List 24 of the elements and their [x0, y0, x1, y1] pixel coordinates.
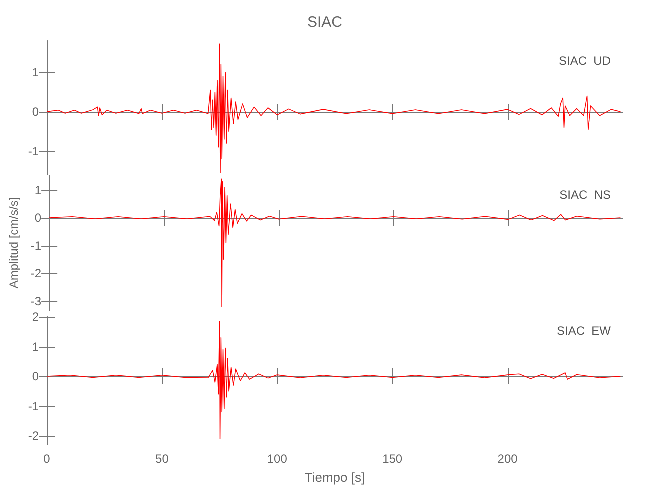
- y-tick-label: -2: [30, 266, 42, 281]
- x-tick-label: 100: [267, 452, 288, 466]
- annotation: SIAC EW: [556, 324, 612, 338]
- y-tick-label: 0: [32, 104, 40, 119]
- annotation: SIAC UD: [558, 54, 612, 68]
- y-axis-title: Amplitud [cm/s/s]: [7, 197, 21, 289]
- x-tick-label: 0: [44, 452, 51, 466]
- y-tick-label: -1: [28, 144, 40, 158]
- annotation: SIAC NS: [560, 188, 612, 202]
- x-tick-label: 150: [382, 452, 403, 466]
- y-tick-label: 1: [32, 340, 40, 354]
- y-tick-label: 1: [32, 66, 40, 80]
- y-tick-label: 1: [34, 183, 42, 198]
- y-tick-label: -1: [28, 399, 40, 414]
- x-axis-title: Tiempo [s]: [304, 470, 366, 485]
- y-tick-label: 2: [32, 310, 40, 324]
- y-tick-label: 0: [32, 370, 40, 384]
- x-tick-label: 50: [156, 452, 170, 466]
- x-tick-label: 200: [498, 452, 518, 466]
- y-tick-label: -3: [30, 294, 42, 308]
- y-tick-label: 0: [34, 211, 42, 226]
- y-tick-label: -2: [28, 429, 40, 444]
- chart-title: SIAC: [307, 14, 343, 31]
- y-tick-label: -1: [30, 238, 42, 253]
